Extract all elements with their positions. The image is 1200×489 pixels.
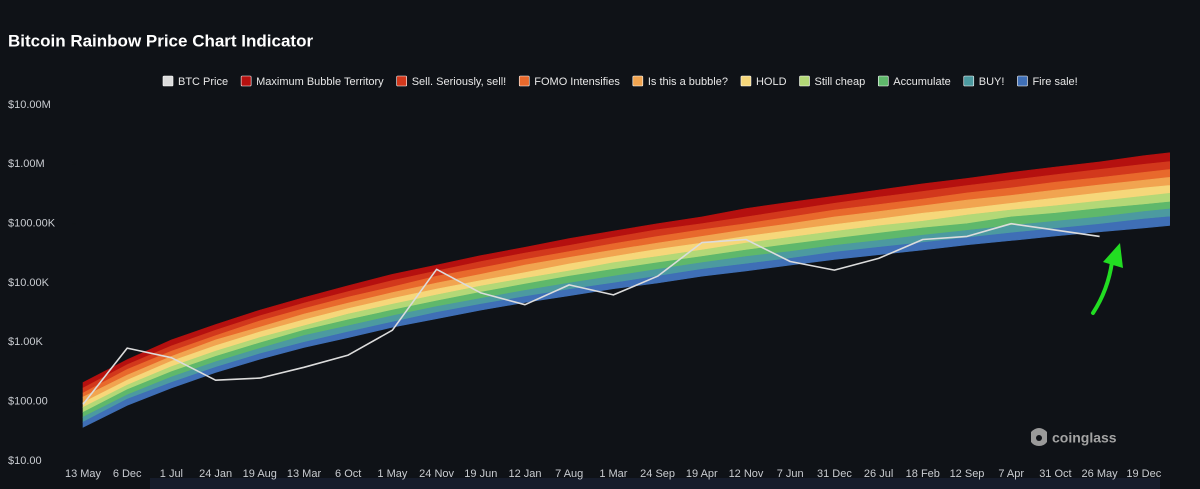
legend-swatch	[1017, 75, 1028, 87]
legend-label: Accumulate	[893, 76, 950, 88]
x-tick-label: 19 Dec	[1126, 468, 1161, 480]
y-tick-label: $1.00M	[8, 158, 45, 170]
arrow-head	[1103, 243, 1123, 268]
watermark-text: coinglass	[1052, 430, 1117, 446]
watermark: coinglass	[1031, 428, 1117, 446]
y-tick-label: $1.00K	[8, 336, 44, 348]
x-tick-label: 7 Apr	[998, 468, 1024, 480]
y-tick-label: $10.00M	[8, 99, 51, 111]
x-tick-label: 7 Jun	[777, 468, 804, 480]
arrow-shaft	[1091, 260, 1114, 315]
watermark-icon-eye	[1036, 435, 1042, 441]
x-tick-label: 31 Dec	[817, 468, 852, 480]
y-tick-label: $100.00	[8, 396, 48, 408]
legend-swatch	[877, 75, 889, 87]
x-tick-label: 26 Jul	[864, 468, 893, 480]
x-tick-label: 1 Mar	[599, 468, 627, 480]
legend-swatch	[240, 75, 252, 87]
x-tick-label: 6 Oct	[335, 468, 361, 480]
x-tick-label: 13 Mar	[287, 468, 322, 480]
chart-title: Bitcoin Rainbow Price Chart Indicator	[8, 31, 313, 50]
legend-swatch	[740, 75, 752, 87]
legend-swatch	[632, 75, 644, 87]
legend-label: Is this a bubble?	[648, 76, 728, 88]
legend-swatch	[799, 75, 810, 87]
legend-label: BTC Price	[178, 76, 228, 88]
x-tick-label: 1 Jul	[160, 468, 183, 480]
x-tick-label: 19 Aug	[243, 468, 277, 480]
rainbow-band	[82, 216, 1170, 428]
legend-swatch	[963, 75, 975, 87]
legend-label: FOMO Intensifies	[534, 76, 620, 88]
y-tick-label: $10.00K	[8, 277, 50, 289]
x-tick-label: 19 Apr	[686, 468, 718, 480]
x-tick-label: 6 Dec	[113, 468, 142, 480]
legend-label: Sell. Seriously, sell!	[412, 76, 507, 88]
plot-area	[82, 152, 1170, 428]
x-tick-label: 31 Oct	[1039, 468, 1071, 480]
x-tick-label: 24 Nov	[419, 468, 454, 480]
price-line	[82, 222, 1100, 405]
y-tick-label: $10.00	[8, 455, 42, 467]
x-tick-label: 12 Jan	[508, 468, 541, 480]
x-tick-label: 13 May	[65, 468, 102, 480]
legend-label: Fire sale!	[1032, 76, 1077, 88]
x-tick-label: 24 Jan	[199, 468, 232, 480]
x-tick-label: 7 Aug	[555, 468, 583, 480]
x-tick-label: 12 Nov	[729, 468, 764, 480]
legend-label: BUY!	[979, 76, 1005, 88]
y-tick-label: $100.00K	[8, 218, 56, 230]
legend-swatch	[396, 75, 407, 87]
annotation-arrow	[1091, 243, 1123, 315]
x-tick-label: 18 Feb	[906, 468, 940, 480]
legend-label: Still cheap	[815, 76, 866, 88]
legend-swatch	[162, 75, 174, 87]
x-tick-label: 24 Sep	[640, 468, 675, 480]
x-tick-label: 19 Jun	[464, 468, 497, 480]
x-tick-label: 12 Sep	[950, 468, 985, 480]
legend-swatch	[518, 75, 530, 87]
legend-label: Maximum Bubble Territory	[256, 76, 384, 88]
x-scrollbar	[150, 478, 1160, 489]
x-tick-label: 1 May	[377, 468, 407, 480]
legend-label: HOLD	[756, 76, 787, 88]
x-tick-label: 26 May	[1082, 468, 1119, 480]
